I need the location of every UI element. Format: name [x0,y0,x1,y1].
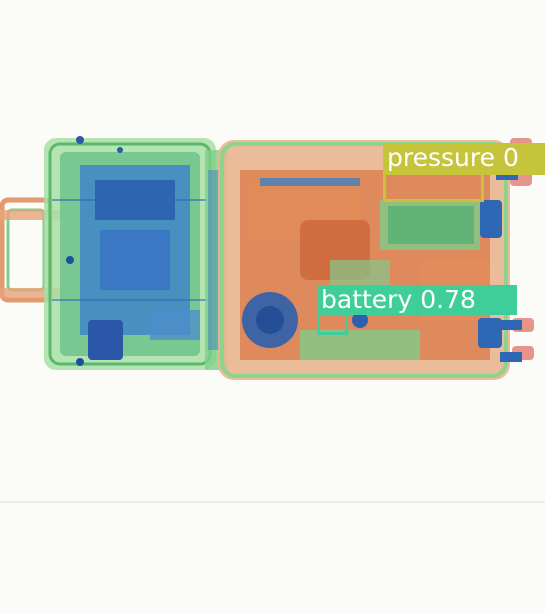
detection-class-text: battery [321,285,413,314]
detection-label-battery: battery 0.78 [317,285,517,315]
detection-score-text: 0 [502,143,519,172]
detection-score-text: 0.78 [420,285,476,314]
detection-class-text: pressure [387,143,495,172]
detection-label-pressure: pressure 0 [383,143,545,175]
luggage-left-compartment [44,136,216,370]
